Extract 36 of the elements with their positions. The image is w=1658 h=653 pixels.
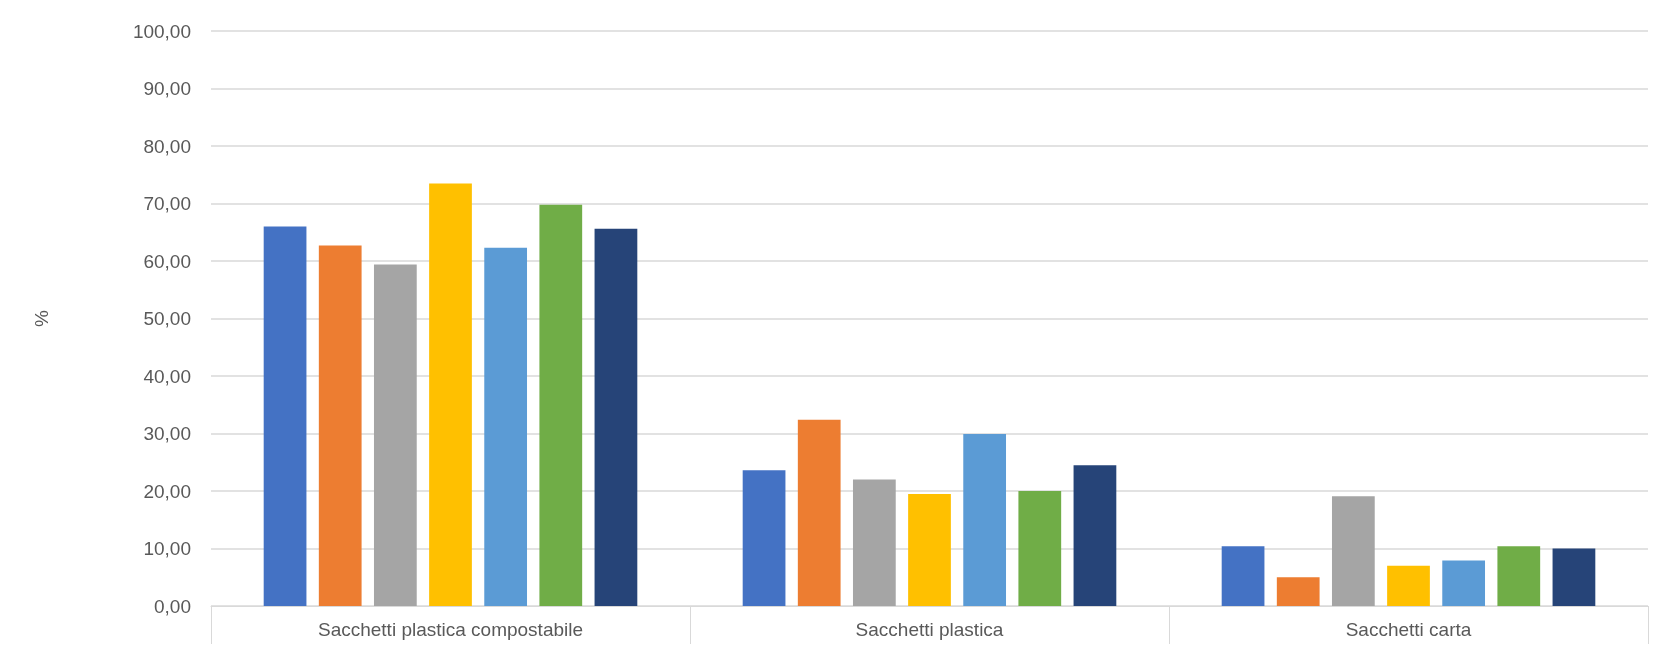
x-tick-label: Sacchetti plastica compostabile bbox=[317, 619, 584, 640]
bar bbox=[373, 264, 417, 606]
bar bbox=[539, 204, 583, 606]
bar bbox=[594, 228, 638, 606]
y-tick-label: 0,00 bbox=[154, 595, 191, 617]
bar bbox=[1221, 546, 1265, 606]
y-tick-label: 50,00 bbox=[143, 308, 191, 329]
bar bbox=[1442, 560, 1486, 606]
bar bbox=[1387, 565, 1430, 606]
y-tick-label: 80,00 bbox=[143, 135, 191, 157]
bar bbox=[1497, 546, 1541, 606]
y-tick-label: 60,00 bbox=[143, 250, 191, 272]
bar bbox=[908, 493, 951, 606]
bar bbox=[742, 470, 786, 606]
bar bbox=[1331, 496, 1375, 606]
y-tick-label: 40,00 bbox=[143, 365, 191, 387]
y-tick-label: 90,00 bbox=[143, 78, 191, 99]
bar bbox=[429, 183, 472, 606]
y-tick-label: 10,00 bbox=[143, 538, 191, 559]
x-tick-label: Sacchetti plastica bbox=[855, 619, 1004, 640]
bar bbox=[852, 479, 896, 606]
y-tick-label: 30,00 bbox=[143, 423, 191, 444]
x-tick-label: Sacchetti carta bbox=[1345, 619, 1472, 640]
bar bbox=[1552, 548, 1596, 606]
bar bbox=[797, 419, 841, 606]
y-tick-label: 20,00 bbox=[143, 480, 191, 502]
bar bbox=[263, 226, 307, 606]
y-tick-label: 100,00 bbox=[132, 20, 191, 42]
y-axis-title: % bbox=[31, 309, 52, 327]
bar bbox=[318, 245, 362, 606]
bar bbox=[1073, 465, 1117, 606]
y-tick-label: 70,00 bbox=[143, 193, 191, 214]
bar bbox=[1276, 577, 1320, 606]
bar bbox=[484, 247, 528, 606]
bar bbox=[963, 434, 1007, 606]
bar bbox=[1018, 491, 1062, 606]
